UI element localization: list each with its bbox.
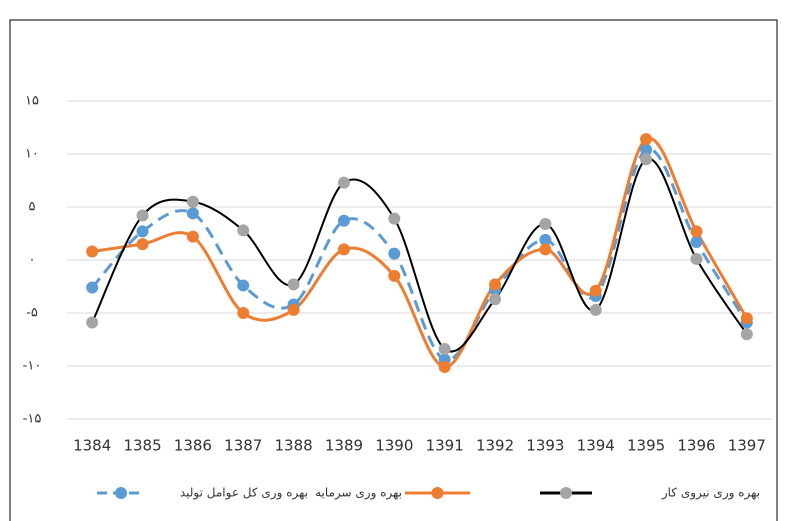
point (690, 235, 703, 248)
point (186, 207, 199, 220)
point (589, 303, 602, 316)
point (388, 247, 401, 260)
y-tick-label: -۱۰ (23, 359, 42, 374)
legend-label: بهره وری سرمایه (315, 486, 402, 501)
x-tick-label: 1397 (728, 437, 766, 455)
x-tick-label: 1388 (275, 437, 313, 455)
x-tick-label: 1387 (224, 437, 262, 455)
point (690, 252, 703, 265)
legend-label: بهره وری نیروی کار (661, 486, 760, 501)
point (438, 343, 451, 356)
legend-marker (431, 487, 444, 499)
point (589, 284, 602, 297)
y-tick-label: ۱۵ (25, 94, 39, 109)
point (388, 269, 401, 282)
y-tick-label: -۱۵ (23, 412, 42, 427)
x-tick-label: 1385 (123, 437, 161, 455)
point (740, 328, 753, 341)
point (86, 245, 99, 258)
point (539, 217, 552, 230)
point (640, 133, 653, 146)
x-tick-label: 1384 (73, 437, 111, 455)
point (690, 225, 703, 238)
point (640, 153, 653, 166)
point (740, 312, 753, 325)
x-tick-label: 1396 (677, 437, 715, 455)
y-tick-label: ۱۰ (25, 147, 39, 162)
point (640, 143, 653, 156)
point (136, 225, 149, 238)
point (539, 233, 552, 246)
x-tick-label: 1389 (325, 437, 363, 455)
y-tick-label: ۵ (29, 200, 36, 215)
point (237, 224, 250, 237)
point (539, 243, 552, 256)
y-tick-label: ۰ (29, 253, 36, 268)
point (86, 316, 99, 329)
point (186, 230, 199, 243)
point (337, 243, 350, 256)
point (337, 214, 350, 227)
x-tick-label: 1386 (174, 437, 212, 455)
x-tick-label: 1392 (476, 437, 514, 455)
x-tick-label: 1395 (627, 437, 665, 455)
point (186, 195, 199, 208)
point (388, 212, 401, 225)
point (136, 209, 149, 222)
point (489, 278, 502, 291)
point (136, 238, 149, 251)
point (287, 303, 300, 316)
point (438, 361, 451, 374)
point (237, 279, 250, 292)
point (337, 176, 350, 189)
legend-marker (115, 487, 127, 499)
x-tick-label: 1394 (577, 437, 615, 455)
legend-marker (560, 487, 572, 499)
x-tick-label: 1390 (375, 437, 413, 455)
x-tick-label: 1391 (426, 437, 464, 455)
x-tick-label: 1393 (526, 437, 564, 455)
point (489, 293, 502, 306)
point (86, 281, 99, 294)
legend-label: بهره وری کل عوامل تولید (180, 486, 308, 501)
point (287, 278, 300, 291)
point (237, 307, 250, 319)
y-tick-label: -۵ (26, 306, 38, 321)
